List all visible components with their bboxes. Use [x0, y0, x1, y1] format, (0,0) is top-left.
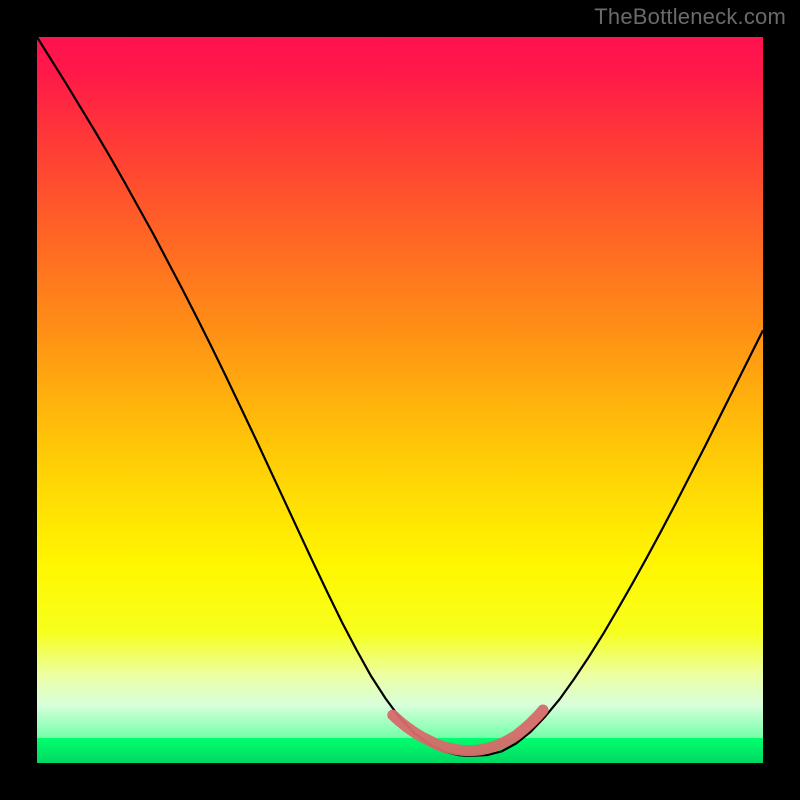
watermark-text: TheBottleneck.com — [594, 4, 786, 30]
plot-area — [37, 37, 763, 763]
curves-layer — [37, 37, 763, 763]
chart-frame: TheBottleneck.com — [0, 0, 800, 800]
bottleneck-curve — [37, 37, 763, 756]
valley-highlight — [393, 710, 543, 751]
